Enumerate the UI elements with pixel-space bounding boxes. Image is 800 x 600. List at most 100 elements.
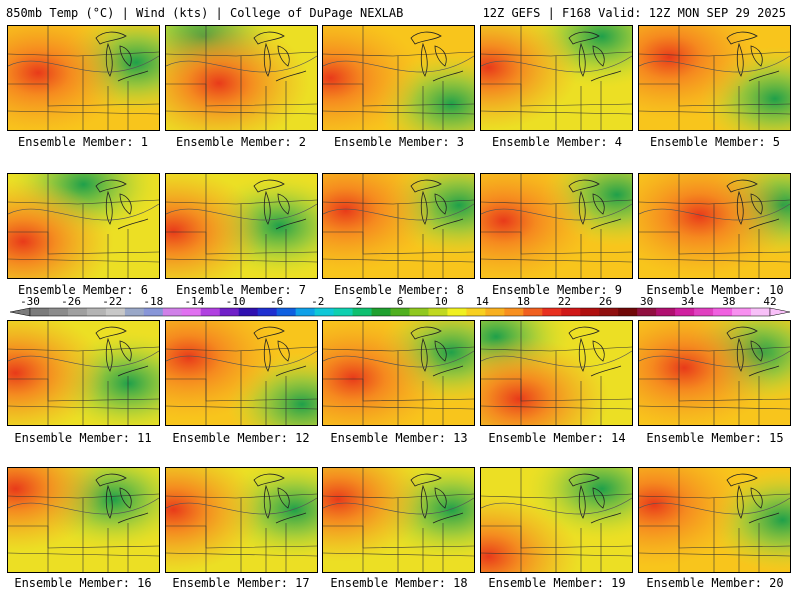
colorbar-swatch [124, 308, 145, 316]
ensemble-member-map [165, 320, 318, 426]
colorbar-tick-label: 18 [517, 296, 530, 308]
ensemble-member-map [165, 173, 318, 279]
map-title: 850mb Temp (°C) | Wind (kts) | College o… [6, 6, 404, 20]
temperature-field [639, 174, 790, 278]
ensemble-member-label: Ensemble Member: 19 [488, 576, 626, 590]
colorbar-swatch [542, 308, 562, 316]
ensemble-member-map [322, 25, 475, 131]
ensemble-member-map [638, 467, 791, 573]
temperature-field [8, 26, 159, 130]
ensemble-member-label: Ensemble Member: 15 [646, 431, 784, 445]
colorbar-swatch [162, 308, 183, 316]
temperature-field [639, 468, 790, 572]
ensemble-member-label: Ensemble Member: 18 [330, 576, 468, 590]
ensemble-member-map [165, 25, 318, 131]
temperature-field [166, 468, 317, 572]
ensemble-member-map [638, 25, 791, 131]
colorbar-swatch [732, 308, 752, 316]
colorbar-tick-label: 34 [681, 296, 695, 308]
colorbar-swatch [257, 308, 278, 316]
temperature-field [639, 321, 790, 425]
temperature-field [481, 321, 632, 425]
colorbar-tick-label: -30 [20, 296, 40, 308]
colorbar-swatch [713, 308, 733, 316]
ensemble-member-label: Ensemble Member: 20 [646, 576, 784, 590]
colorbar-swatch [694, 308, 714, 316]
temperature-field [481, 26, 632, 130]
colorbar-tick-label: -26 [61, 296, 81, 308]
colorbar-tick-label: 14 [476, 296, 490, 308]
colorbar-swatch [238, 308, 259, 316]
ensemble-member-map [7, 25, 160, 131]
temperature-field [8, 321, 159, 425]
colorbar-swatch [466, 308, 486, 316]
temperature-field [639, 26, 790, 130]
ensemble-member-map [480, 25, 633, 131]
colorbar-swatch [599, 308, 619, 316]
ensemble-member-label: Ensemble Member: 13 [330, 431, 468, 445]
temperature-field [481, 468, 632, 572]
ensemble-member-map [638, 173, 791, 279]
temperature-field [166, 321, 317, 425]
colorbar-tick-label: 30 [640, 296, 653, 308]
ensemble-member-label: Ensemble Member: 5 [649, 135, 781, 149]
colorbar-swatch [390, 308, 410, 316]
ensemble-member-label: Ensemble Member: 2 [175, 135, 307, 149]
ensemble-member-label: Ensemble Member: 4 [491, 135, 623, 149]
colorbar-swatch [219, 308, 240, 316]
colorbar-tick-label: 2 [356, 296, 363, 308]
colorbar-swatch [409, 308, 429, 316]
colorbar-swatch [447, 308, 467, 316]
colorbar-tick-label: -22 [102, 296, 122, 308]
colorbar-tick-label: 6 [397, 296, 404, 308]
ensemble-member-map [165, 467, 318, 573]
temperature-field [166, 26, 317, 130]
temperature-field [8, 174, 159, 278]
colorbar-swatch [181, 308, 202, 316]
temperature-colorbar: -30 -26 -22 -18 -14 -10 -6 -2 2 6 10 14 18 22 26 30 34 38… [0, 296, 800, 318]
colorbar-swatch [751, 308, 771, 316]
colorbar-tick-label: -18 [143, 296, 163, 308]
colorbar-tick-label: 10 [434, 296, 447, 308]
temperature-field [8, 468, 159, 572]
colorbar-swatch [371, 308, 392, 316]
temperature-field [323, 26, 474, 130]
colorbar-arrow-low [9, 307, 31, 317]
ensemble-member-map [638, 320, 791, 426]
colorbar-swatch [86, 308, 107, 316]
temperature-field [166, 174, 317, 278]
ensemble-member-map [480, 173, 633, 279]
ensemble-member-map [7, 173, 160, 279]
ensemble-member-label: Ensemble Member: 12 [172, 431, 310, 445]
colorbar-swatch [314, 308, 335, 316]
colorbar-swatch [428, 308, 448, 316]
colorbar-swatch [580, 308, 600, 316]
colorbar-tick-label: 38 [722, 296, 735, 308]
ensemble-member-label: Ensemble Member: 7 [175, 283, 307, 297]
colorbar-swatch [352, 308, 373, 316]
ensemble-member-label: Ensemble Member: 10 [646, 283, 784, 297]
ensemble-member-label: Ensemble Member: 16 [14, 576, 152, 590]
ensemble-member-label: Ensemble Member: 9 [491, 283, 623, 297]
colorbar-tick-label: -14 [185, 296, 205, 308]
colorbar-swatch [504, 308, 524, 316]
colorbar-swatch [485, 308, 505, 316]
colorbar-swatch [637, 308, 657, 316]
ensemble-member-map [322, 467, 475, 573]
colorbar-swatch [333, 308, 354, 316]
colorbar-tick-label: -2 [311, 296, 324, 308]
ensemble-member-label: Ensemble Member: 1 [17, 135, 149, 149]
temperature-field [323, 468, 474, 572]
ensemble-member-map [322, 320, 475, 426]
colorbar-swatch [276, 308, 297, 316]
colorbar-swatch [143, 308, 164, 316]
ensemble-member-label: Ensemble Member: 3 [333, 135, 465, 149]
colorbar-tick-label: 42 [763, 296, 776, 308]
temperature-field [323, 321, 474, 425]
ensemble-member-label: Ensemble Member: 6 [17, 283, 149, 297]
ensemble-member-map [480, 467, 633, 573]
colorbar-swatch [105, 308, 126, 316]
temperature-field [481, 174, 632, 278]
colorbar-swatch [675, 308, 695, 316]
colorbar-tick-label: 26 [599, 296, 612, 308]
